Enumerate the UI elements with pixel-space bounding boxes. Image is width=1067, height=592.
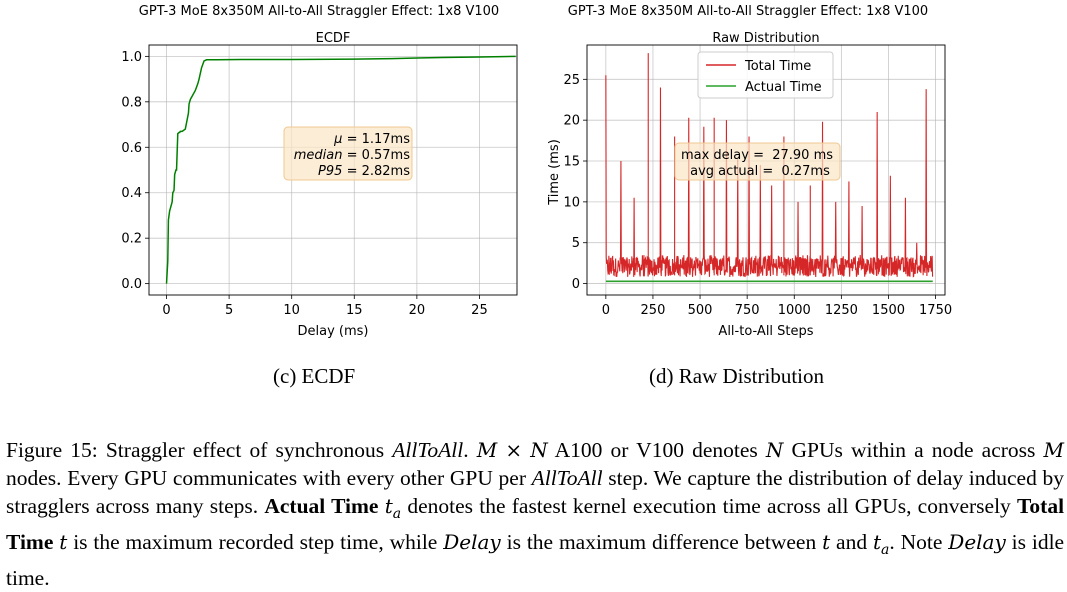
ecdf-title: ECDF	[316, 31, 351, 46]
raw-plot-frame	[586, 44, 946, 296]
caption-text: is idle time.	[6, 530, 1065, 590]
ecdf-chart: GPT-3 MoE 8x350M All-to-All Straggler Ef…	[121, 4, 518, 339]
y-tick-label: 25	[563, 73, 580, 88]
x-tick-label: 1500	[872, 303, 905, 318]
y-tick-label: 0.8	[121, 95, 142, 110]
raw-avg-actual: avg actual = 0.27ms	[690, 164, 830, 179]
raw-ylabel: Time (ms)	[547, 139, 562, 206]
x-tick-label: 20	[409, 303, 426, 318]
x-tick-label: 750	[735, 303, 760, 318]
y-tick-label: 0.2	[121, 232, 142, 247]
legend-actual-label: Actual Time	[745, 80, 822, 95]
caption-text: is the maximum difference between	[506, 530, 817, 554]
caption-math-t: t	[822, 530, 831, 554]
x-tick-label: 0	[162, 303, 170, 318]
caption-alltoall: AllToAll	[392, 438, 464, 462]
ecdf-grid	[149, 45, 517, 295]
ecdf-stats-box: μ = 1.17ms median = 0.57ms P95 = 2.82ms	[283, 126, 413, 181]
ecdf-p95-value: = 2.82ms	[347, 164, 411, 179]
ecdf-ticks: 0 5 10 15 20 25 0.0 0.2 0.4 0.6 0.8 1.0	[121, 50, 487, 318]
x-tick-label: 0	[602, 303, 610, 318]
caption-math-ta: ta	[872, 530, 890, 558]
raw-suptitle: GPT-3 MoE 8x350M All-to-All Straggler Ef…	[568, 4, 928, 19]
x-tick-label: 5	[225, 303, 233, 318]
subcaption-d: (d) Raw Distribution	[649, 364, 824, 388]
caption-text: GPUs within a node across	[791, 438, 1036, 462]
y-tick-label: 5	[572, 236, 580, 251]
y-tick-label: 15	[563, 155, 580, 170]
x-tick-label: 10	[283, 303, 300, 318]
caption-math-times: ×	[505, 438, 523, 462]
x-tick-label: 15	[346, 303, 363, 318]
raw-lines	[605, 53, 934, 283]
x-tick-label: 500	[688, 303, 713, 318]
y-tick-label: 0	[572, 277, 580, 292]
raw-legend: Total Time Actual Time	[697, 51, 834, 99]
figure-panels: GPT-3 MoE 8x350M All-to-All Straggler Ef…	[121, 4, 952, 339]
caption-math-t: t	[59, 530, 68, 554]
caption-total-time: Total Time	[6, 494, 1065, 554]
y-tick-label: 0.0	[121, 277, 142, 292]
svg-text:μ = 1.17ms: μ = 1.17ms	[333, 132, 410, 147]
ecdf-p95-label: P95	[318, 164, 342, 179]
raw-max-delay: max delay = 27.90 ms	[681, 148, 833, 163]
raw-xlabel: All-to-All Steps	[718, 324, 813, 339]
caption-math-m: M	[476, 438, 498, 462]
caption-text: denotes the fastest kernel execution tim…	[407, 494, 1011, 518]
y-tick-label: 0.6	[121, 141, 142, 156]
figure-caption: Figure 15: Straggler effect of synchrono…	[6, 436, 1064, 592]
caption-actual-time: Actual Time	[264, 494, 379, 518]
raw-ticks: 0 250 500 750 1000 1250 1500 1750 0 5 10 15 20 25	[563, 73, 952, 318]
legend-total-label: Total Time	[744, 59, 811, 74]
caption-text: .	[463, 438, 469, 462]
caption-alltoall: AllToAll	[531, 466, 603, 490]
caption-math-n: N	[530, 438, 548, 462]
caption-math-ta: ta	[384, 494, 402, 522]
raw-chart: GPT-3 MoE 8x350M All-to-All Straggler Ef…	[547, 4, 952, 339]
ecdf-lines	[165, 55, 516, 284]
x-tick-label: 1000	[778, 303, 811, 318]
y-tick-label: 0.4	[121, 186, 142, 201]
ecdf-median-label: median	[294, 148, 343, 163]
raw-stats-box: max delay = 27.90 ms avg actual = 0.27ms	[674, 142, 841, 181]
caption-math-m: M	[1043, 438, 1065, 462]
total-time-line	[605, 53, 934, 278]
x-tick-label: 250	[641, 303, 666, 318]
svg-text:median = 0.57ms: median = 0.57ms	[294, 148, 411, 163]
caption-fig-label: Figure 15: Straggler effect of synchrono…	[6, 438, 385, 462]
caption-math-delay: Delay	[948, 530, 1006, 554]
ecdf-mu-value: = 1.17ms	[347, 132, 411, 147]
caption-text: step. We capture the distribution of del…	[6, 466, 1065, 518]
caption-text: nodes. Every GPU communicates with every…	[6, 466, 526, 490]
x-tick-label: 1250	[825, 303, 858, 318]
caption-text: A100 or V100 denotes	[554, 438, 758, 462]
ecdf-xlabel: Delay (ms)	[298, 324, 369, 339]
x-tick-label: 25	[471, 303, 488, 318]
svg-text:P95 = 2.82ms: P95 = 2.82ms	[318, 164, 410, 179]
ecdf-mu-label: μ	[333, 132, 342, 147]
ecdf-median-value: = 0.57ms	[347, 148, 411, 163]
caption-math-n: N	[765, 438, 784, 462]
x-tick-label: 1750	[919, 303, 952, 318]
y-tick-label: 10	[563, 195, 580, 210]
ecdf-plot-frame	[148, 44, 518, 296]
caption-text: . Note	[889, 530, 943, 554]
caption-text: is the maximum recorded step time, while	[73, 530, 438, 554]
raw-title: Raw Distribution	[712, 31, 819, 46]
ecdf-line	[165, 55, 516, 284]
caption-math-delay: Delay	[443, 530, 501, 554]
ecdf-suptitle: GPT-3 MoE 8x350M All-to-All Straggler Ef…	[139, 4, 499, 19]
subcaption-c: (c) ECDF	[273, 364, 356, 388]
caption-text: and	[836, 530, 868, 554]
y-tick-label: 20	[563, 114, 580, 129]
y-tick-label: 1.0	[121, 50, 142, 65]
